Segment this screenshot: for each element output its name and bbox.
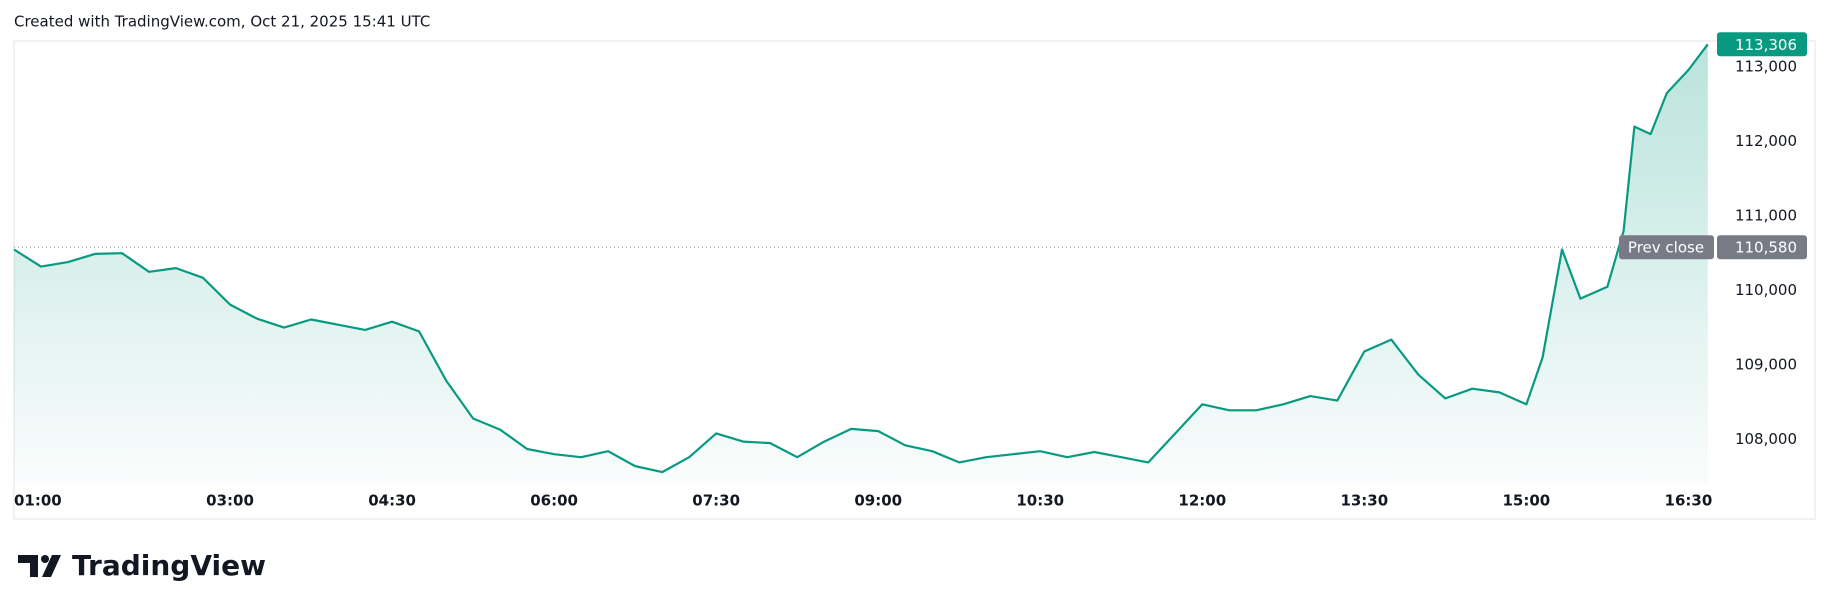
header-text: Created with TradingView.com, Oct 21, 20… [14,13,430,31]
x-tick-label: 03:00 [206,492,254,510]
x-tick-label: 16:30 [1665,492,1713,510]
logo-text: TradingView [72,549,266,582]
x-tick-label: 15:00 [1502,492,1550,510]
y-tick-label: 110,000 [1735,281,1797,299]
area-fill [14,44,1708,485]
x-tick-label: 13:30 [1340,492,1388,510]
logo-icon [18,555,61,577]
y-tick-label: 108,000 [1735,430,1797,448]
prev-close-value: 110,580 [1735,239,1797,257]
x-tick-label: 07:30 [692,492,740,510]
prev-close-value-tag [1717,235,1807,260]
logo: TradingView [18,549,266,582]
x-tick-label: 12:00 [1178,492,1226,510]
y-tick-label: 109,000 [1735,355,1797,373]
x-tick-label: 04:30 [368,492,416,510]
y-tick-label: 112,000 [1735,132,1797,150]
y-tick-label: 113,000 [1735,58,1797,76]
x-tick-label: 09:00 [854,492,902,510]
y-tick-label: 111,000 [1735,206,1797,224]
price-line [13,43,1709,474]
last-price-label: 113,306 [1735,36,1797,54]
prev-close-tag [1619,235,1714,260]
x-tick-label: 01:00 [14,492,62,510]
prev-close-label: Prev close [1628,239,1704,257]
x-tick-label: 10:30 [1016,492,1064,510]
last-price-tag [1717,32,1807,57]
logo-dot [41,555,49,563]
x-tick-label: 06:00 [530,492,578,510]
